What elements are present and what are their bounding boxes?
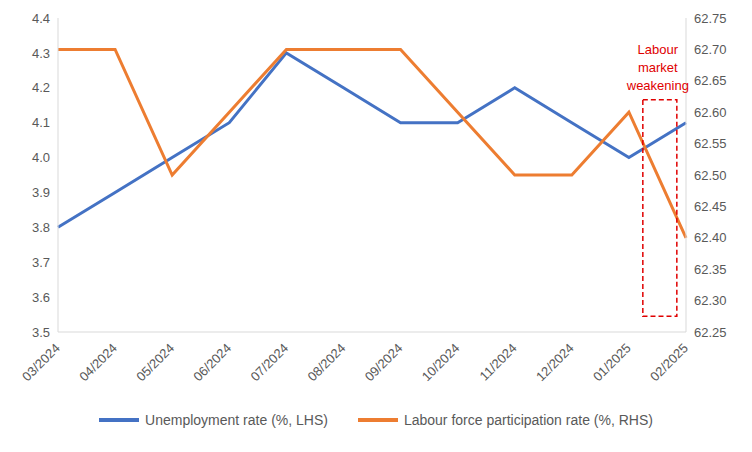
svg-text:04/2024: 04/2024 <box>76 340 120 384</box>
svg-text:10/2024: 10/2024 <box>419 340 463 384</box>
svg-text:4.4: 4.4 <box>32 11 50 26</box>
svg-text:market: market <box>638 60 678 75</box>
svg-text:4.2: 4.2 <box>32 80 50 95</box>
svg-text:62.60: 62.60 <box>694 105 727 120</box>
svg-text:3.5: 3.5 <box>32 325 50 340</box>
svg-text:62.75: 62.75 <box>694 11 727 26</box>
svg-text:Labour: Labour <box>638 42 679 57</box>
svg-text:4.1: 4.1 <box>32 115 50 130</box>
svg-text:62.55: 62.55 <box>694 136 727 151</box>
svg-text:3.9: 3.9 <box>32 185 50 200</box>
svg-text:4.0: 4.0 <box>32 150 50 165</box>
svg-text:08/2024: 08/2024 <box>305 340 349 384</box>
svg-text:02/2025: 02/2025 <box>647 340 691 384</box>
svg-text:weakening: weakening <box>626 78 689 93</box>
svg-text:11/2024: 11/2024 <box>477 340 520 383</box>
svg-text:62.45: 62.45 <box>694 199 727 214</box>
html-text:Unemployment rate (%, LHS): Unemployment rate (%, LHS) <box>145 412 328 428</box>
html-text:Labour force participation rat: Labour force participation rate (%, RHS) <box>403 412 653 428</box>
svg-text:01/2025: 01/2025 <box>590 340 634 384</box>
svg-text:06/2024: 06/2024 <box>190 340 234 384</box>
svg-text:4.3: 4.3 <box>32 46 50 61</box>
svg-text:07/2024: 07/2024 <box>247 340 291 384</box>
svg-text:62.35: 62.35 <box>694 262 727 277</box>
svg-text:3.8: 3.8 <box>32 220 50 235</box>
svg-text:3.7: 3.7 <box>32 255 50 270</box>
svg-text:3.6: 3.6 <box>32 290 50 305</box>
svg-text:62.70: 62.70 <box>694 42 727 57</box>
svg-text:09/2024: 09/2024 <box>362 340 406 384</box>
svg-text:62.65: 62.65 <box>694 73 727 88</box>
svg-text:05/2024: 05/2024 <box>133 340 177 384</box>
svg-text:03/2024: 03/2024 <box>19 340 63 384</box>
svg-text:62.40: 62.40 <box>694 230 727 245</box>
svg-text:62.30: 62.30 <box>694 293 727 308</box>
svg-text:62.25: 62.25 <box>694 325 727 340</box>
svg-text:62.50: 62.50 <box>694 168 727 183</box>
svg-text:12/2024: 12/2024 <box>533 340 577 384</box>
